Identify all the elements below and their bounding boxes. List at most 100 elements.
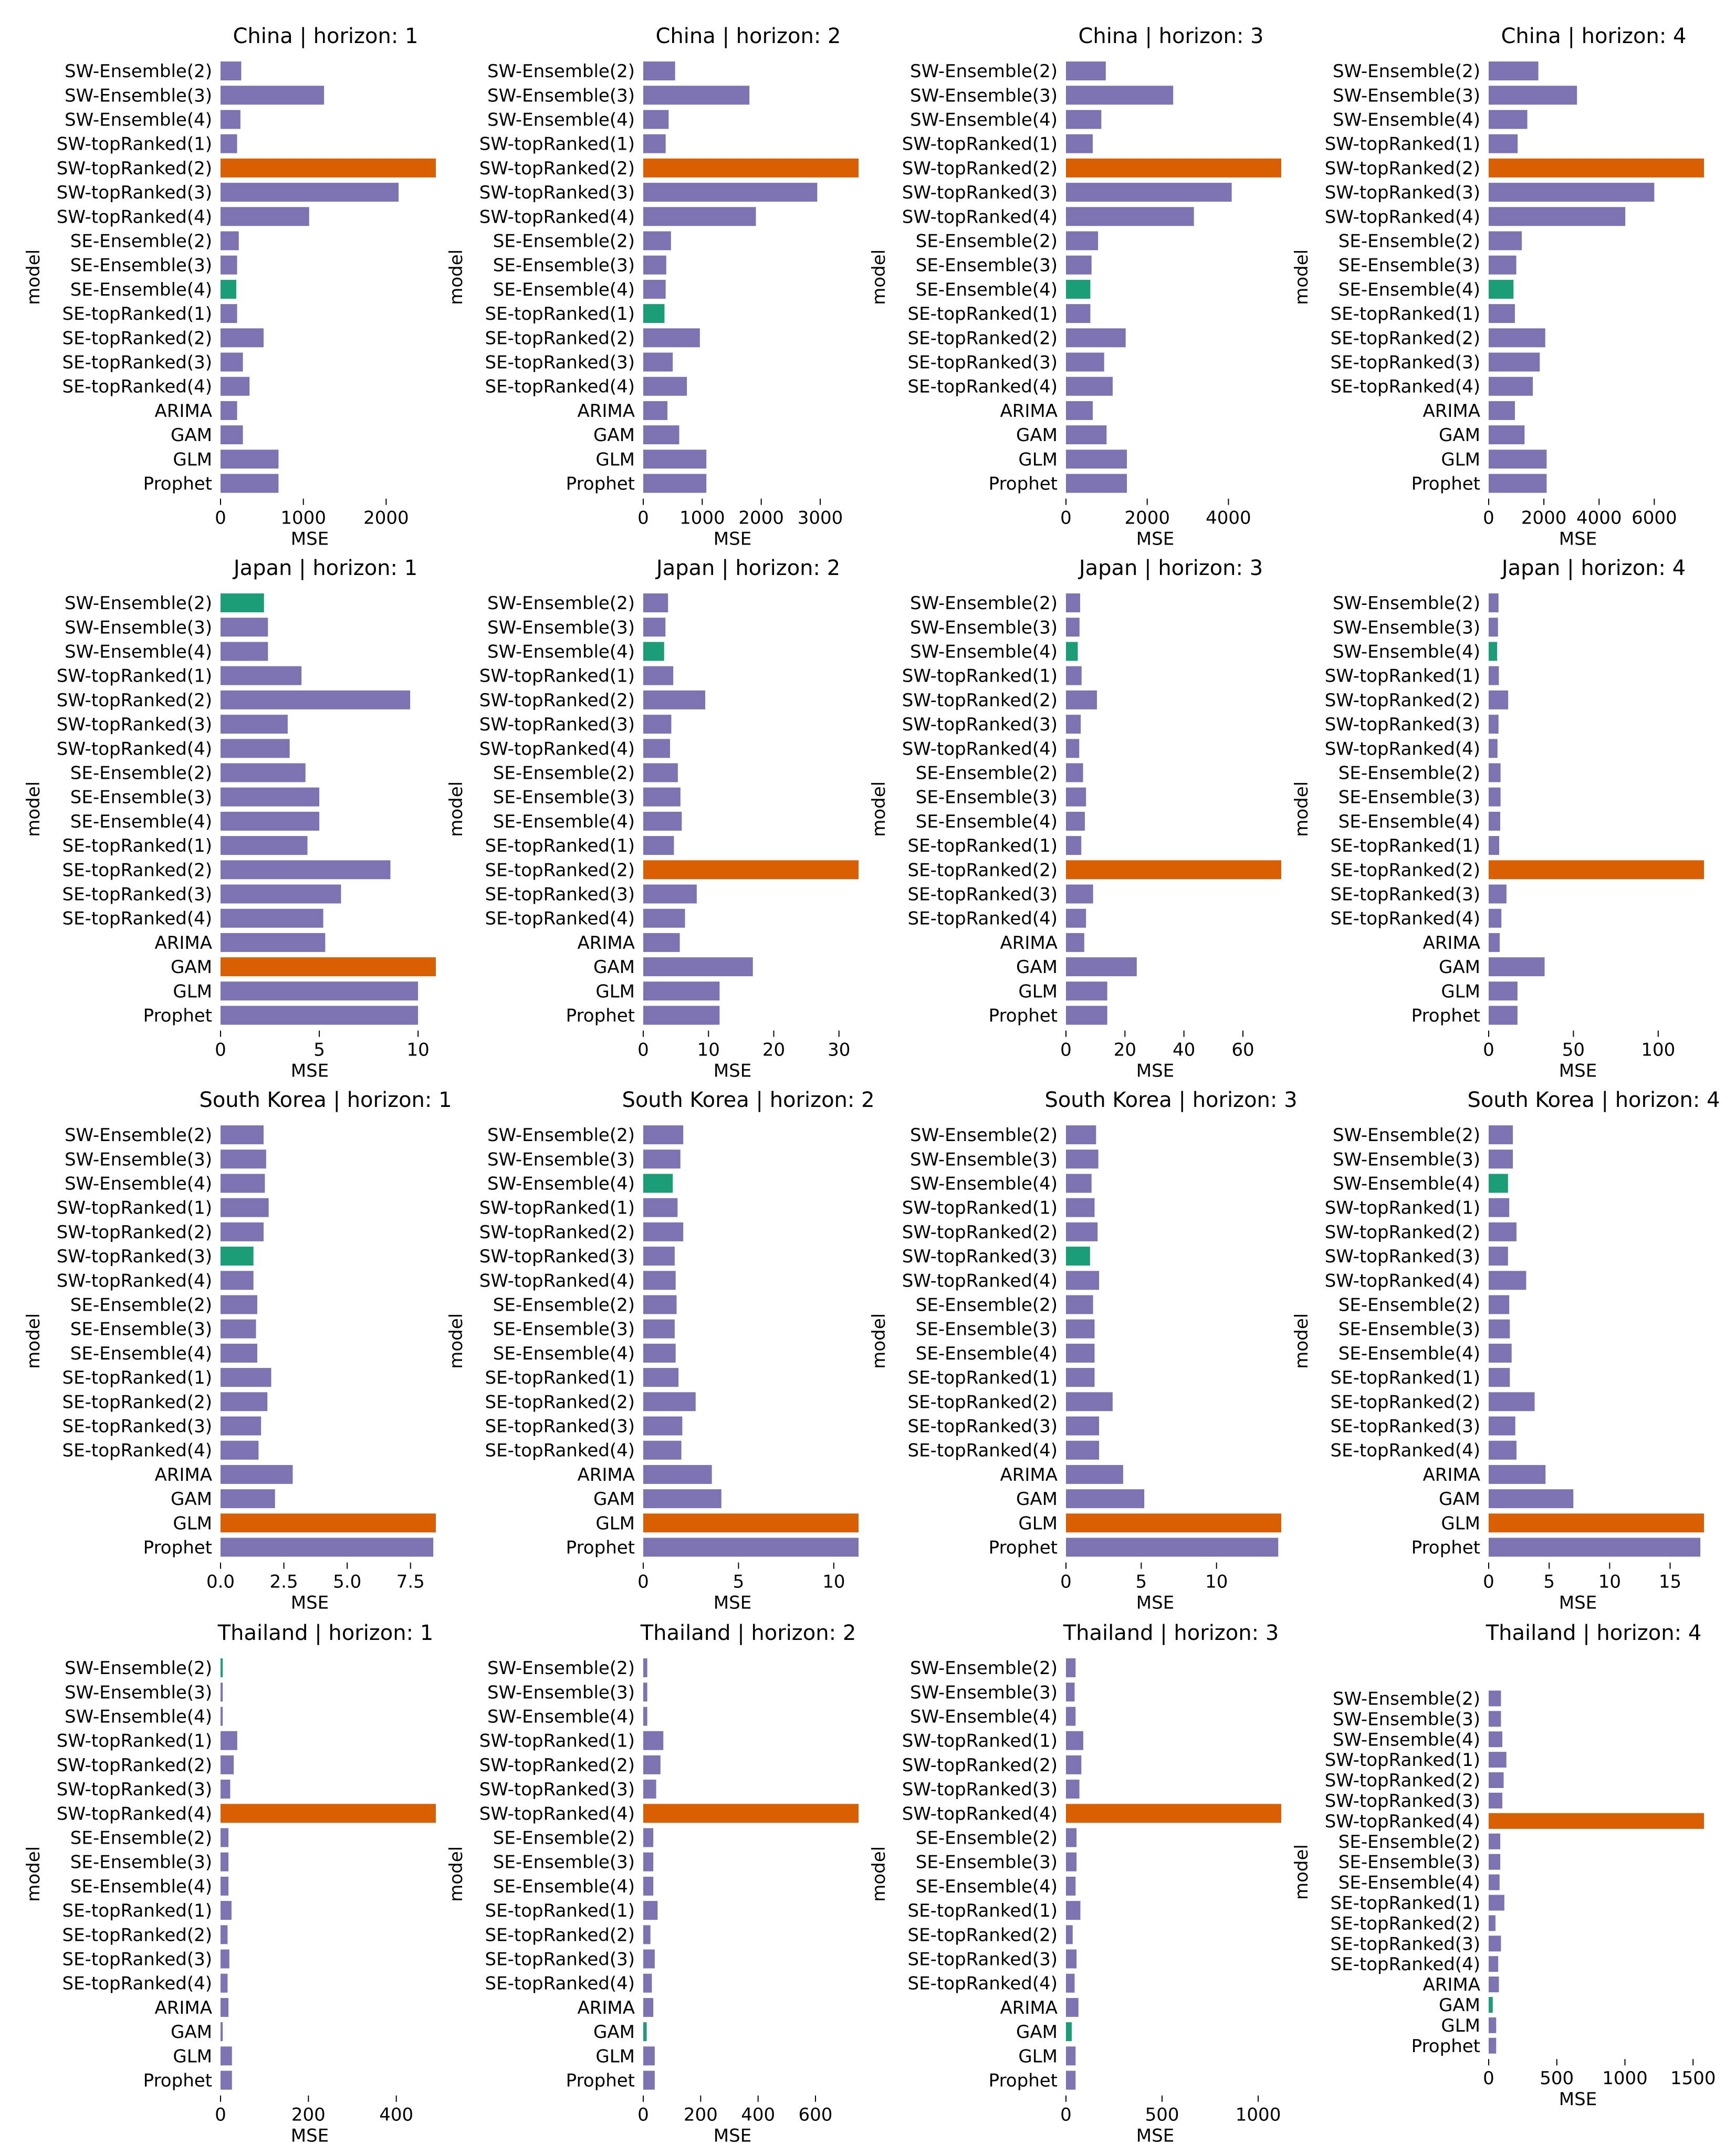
x-tick-label: 0 (1483, 1572, 1494, 1593)
x-tick-label: 1000 (280, 508, 326, 529)
category-label: SW-Ensemble(2) (1333, 1688, 1480, 1709)
category-label: ARIMA (1423, 1974, 1480, 1995)
x-tick-label: 0 (1060, 1040, 1072, 1061)
x-tick-label: 1000 (1236, 2105, 1281, 2126)
bar-SW-Ensemble(2) (643, 61, 675, 81)
category-label: SW-Ensemble(2) (487, 1125, 635, 1146)
x-axis-label: MSE (291, 2126, 329, 2147)
category-label: GAM (171, 2022, 212, 2043)
bar-ARIMA (1489, 933, 1500, 952)
category-label: SE-Ensemble(3) (493, 255, 635, 276)
bar-ARIMA (643, 933, 680, 952)
bar-SW-Ensemble(2) (1066, 61, 1106, 81)
category-label: SW-Ensemble(3) (910, 85, 1058, 106)
bar-GLM (221, 981, 419, 1001)
bar-SW-topRanked(2) (1489, 1222, 1517, 1241)
bar-SW-topRanked(2) (1489, 690, 1509, 709)
category-label: SW-Ensemble(3) (1333, 1709, 1480, 1730)
subplot-title: South Korea | horizon: 3 (1044, 1088, 1297, 1112)
bar-SW-Ensemble(4) (1066, 642, 1078, 661)
bar-SE-Ensemble(2) (1066, 1295, 1093, 1314)
category-label: SE-Ensemble(3) (493, 787, 635, 808)
category-label: SE-topRanked(3) (62, 352, 212, 373)
bar-Prophet (1489, 2037, 1497, 2054)
bar-GLM (1489, 981, 1518, 1001)
category-label: ARIMA (577, 933, 635, 954)
y-axis-label: model (869, 249, 890, 305)
bar-SW-topRanked(3) (643, 715, 672, 734)
category-label: SE-topRanked(3) (1331, 1416, 1480, 1437)
category-label: Prophet (989, 2071, 1058, 2092)
bar-SE-Ensemble(3) (1489, 255, 1517, 275)
bar-SE-topRanked(1) (643, 836, 674, 855)
bar-SW-topRanked(2) (1066, 1755, 1082, 1774)
category-label: SE-topRanked(2) (1331, 1392, 1480, 1413)
bar-SW-Ensemble(4) (643, 110, 669, 129)
bar-SE-Ensemble(4) (643, 811, 682, 831)
bar-GAM (1066, 957, 1137, 977)
y-axis-label: model (23, 249, 44, 305)
bar-SW-topRanked(4) (643, 207, 756, 226)
category-label: SE-Ensemble(3) (70, 255, 212, 276)
x-tick-label: 1500 (1670, 2068, 1716, 2089)
bar-SW-topRanked(3) (643, 1247, 675, 1266)
bar-SW-topRanked(3) (643, 183, 818, 202)
category-label: Prophet (1411, 2036, 1480, 2057)
category-label: SW-topRanked(3) (479, 1246, 635, 1267)
category-label: Prophet (143, 474, 212, 495)
y-axis-label: model (869, 781, 890, 837)
bar-GAM (221, 2022, 223, 2042)
bar-SW-topRanked(4) (221, 1271, 254, 1290)
category-label: SE-Ensemble(2) (916, 231, 1058, 252)
x-axis-label: MSE (1559, 1593, 1597, 1614)
x-tick-label: 20 (1114, 1040, 1136, 1061)
bar-SE-topRanked(2) (221, 328, 264, 348)
category-label: SE-Ensemble(3) (493, 1852, 635, 1873)
bar-SE-Ensemble(3) (221, 787, 320, 807)
bar-SW-topRanked(2) (1066, 158, 1281, 177)
bar-SE-topRanked(1) (643, 1901, 658, 1920)
bar-SE-topRanked(3) (1066, 884, 1093, 904)
category-label: SE-topRanked(1) (1331, 1367, 1480, 1388)
bar-SE-topRanked(4) (1066, 1440, 1100, 1460)
subplot-title: Thailand | horizon: 2 (640, 1621, 856, 1645)
category-label: SE-Ensemble(4) (493, 1343, 635, 1364)
bar-SE-topRanked(2) (643, 328, 700, 348)
category-label: SW-topRanked(3) (902, 1246, 1058, 1267)
bar-SE-topRanked(2) (1489, 328, 1545, 348)
bar-SW-topRanked(1) (1489, 666, 1499, 685)
bar-SE-Ensemble(3) (1489, 1319, 1510, 1339)
x-tick-label: 0 (1483, 1040, 1494, 1061)
category-label: SE-Ensemble(2) (916, 1828, 1058, 1849)
bar-GAM (221, 1489, 275, 1509)
category-label: SE-Ensemble(2) (1338, 1832, 1480, 1853)
bar-SW-topRanked(1) (643, 1198, 678, 1217)
bar-SE-topRanked(1) (1489, 1895, 1504, 1911)
bar-GLM (1489, 2017, 1497, 2033)
bar-ARIMA (1489, 1977, 1499, 1993)
category-label: SW-Ensemble(2) (910, 1658, 1058, 1679)
bar-SE-Ensemble(3) (1066, 787, 1086, 807)
category-label: SW-Ensemble(3) (910, 617, 1058, 638)
bar-SE-topRanked(2) (221, 860, 391, 880)
category-label: SE-topRanked(2) (1331, 1913, 1480, 1934)
category-label: SE-Ensemble(3) (70, 1852, 212, 1873)
category-label: SE-topRanked(4) (908, 908, 1058, 929)
bar-SE-Ensemble(2) (643, 1295, 677, 1314)
category-label: SW-topRanked(3) (1325, 1246, 1480, 1267)
bar-SW-topRanked(2) (1066, 1222, 1098, 1241)
bar-GAM (643, 425, 679, 445)
category-label: SE-Ensemble(3) (70, 1319, 212, 1340)
category-label: SW-topRanked(1) (902, 666, 1058, 687)
category-label: ARIMA (1000, 1465, 1058, 1486)
bar-SE-Ensemble(2) (1489, 763, 1501, 782)
category-label: SW-topRanked(1) (1325, 1750, 1480, 1771)
category-label: SW-topRanked(2) (57, 1222, 212, 1243)
bar-SW-topRanked(1) (1066, 666, 1082, 685)
bar-ARIMA (1066, 1465, 1123, 1484)
x-tick-label: 5 (733, 1572, 745, 1593)
bar-SW-topRanked(3) (1066, 1247, 1090, 1266)
x-tick-label: 500 (1540, 2068, 1574, 2089)
x-tick-label: 50 (1562, 1040, 1585, 1061)
category-label: GAM (1016, 425, 1058, 446)
